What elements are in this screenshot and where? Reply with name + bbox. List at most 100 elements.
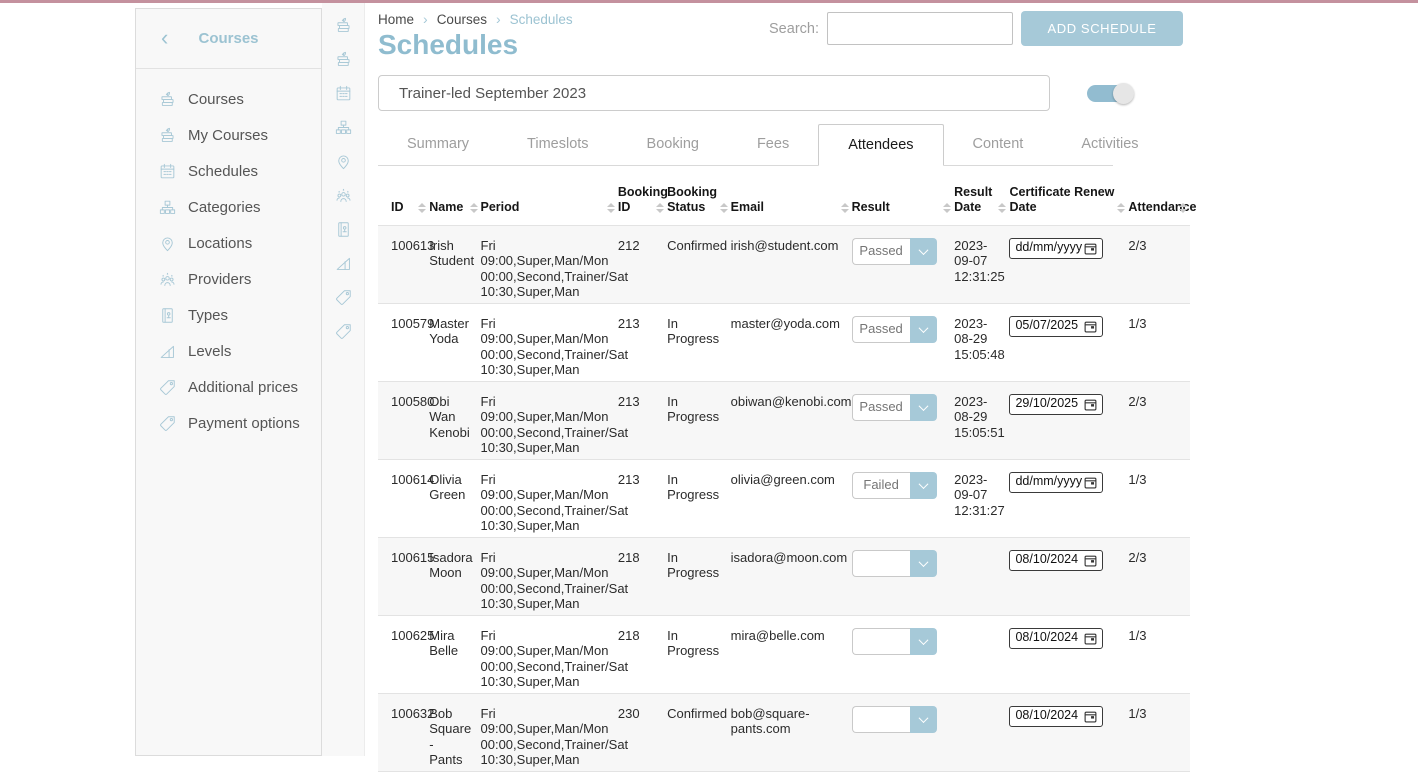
calendar-icon[interactable] bbox=[1084, 632, 1097, 645]
breadcrumb-courses[interactable]: Courses bbox=[436, 11, 487, 27]
certificate-renew-date-input[interactable]: 29/10/2025 bbox=[1009, 393, 1104, 415]
calendar-icon[interactable] bbox=[1084, 398, 1097, 411]
cell-id: 100632 bbox=[378, 693, 434, 772]
sort-icon[interactable] bbox=[1179, 202, 1187, 213]
result-value: Passed bbox=[851, 237, 910, 265]
sort-icon[interactable] bbox=[418, 202, 427, 213]
sidebar-item-categories[interactable]: Categories bbox=[136, 189, 321, 225]
chevron-down-icon[interactable] bbox=[909, 705, 937, 733]
sort-icon[interactable] bbox=[606, 202, 615, 213]
calendar-icon bbox=[158, 162, 177, 181]
sort-icon[interactable] bbox=[840, 202, 849, 213]
group-icon[interactable] bbox=[334, 186, 353, 205]
sidebar-item-levels[interactable]: Levels bbox=[136, 333, 321, 369]
column-header-id[interactable]: ID bbox=[378, 179, 430, 226]
certificate-renew-date-input[interactable]: 08/10/2024 bbox=[1009, 705, 1104, 727]
tab-summary[interactable]: Summary bbox=[407, 136, 470, 152]
chevron-down-icon[interactable] bbox=[909, 471, 937, 499]
sort-icon[interactable] bbox=[469, 202, 478, 213]
sitemap-icon[interactable] bbox=[334, 118, 353, 137]
certificate-renew-date-input[interactable]: dd/mm/yyyy bbox=[1009, 471, 1104, 493]
certificate-renew-date-input[interactable]: 08/10/2024 bbox=[1009, 549, 1104, 571]
column-header-period[interactable]: Period bbox=[480, 179, 618, 226]
tab-attendees[interactable]: Attendees bbox=[818, 124, 944, 166]
result-select[interactable] bbox=[851, 549, 937, 577]
calendar-icon[interactable] bbox=[1084, 710, 1097, 723]
tab-booking[interactable]: Booking bbox=[646, 136, 699, 152]
sidebar-item-label: Courses bbox=[188, 90, 244, 108]
sort-icon[interactable] bbox=[1117, 202, 1126, 213]
chevron-down-icon[interactable] bbox=[909, 393, 937, 421]
group-icon bbox=[158, 270, 177, 289]
cell-result: Passed bbox=[851, 225, 955, 304]
result-select[interactable]: Passed bbox=[851, 237, 937, 265]
calendar-icon[interactable] bbox=[334, 84, 353, 103]
chevron-down-icon[interactable] bbox=[909, 549, 937, 577]
calendar-icon[interactable] bbox=[1084, 554, 1097, 567]
certificate-renew-date-input[interactable]: dd/mm/yyyy bbox=[1009, 237, 1104, 259]
sidebar-item-types[interactable]: Types bbox=[136, 297, 321, 333]
column-header-booking-status[interactable]: Booking Status bbox=[667, 179, 731, 226]
certificate-renew-date-input[interactable]: 08/10/2024 bbox=[1009, 627, 1104, 649]
sidebar-item-my-courses[interactable]: My Courses bbox=[136, 117, 321, 153]
chevron-down-icon[interactable] bbox=[909, 237, 937, 265]
certificate-renew-date-input[interactable]: 05/07/2025 bbox=[1009, 315, 1104, 337]
calendar-icon[interactable] bbox=[1084, 242, 1097, 255]
sidebar-item-additional-prices[interactable]: Additional prices bbox=[136, 369, 321, 405]
sidebar-header[interactable]: ‹ Courses bbox=[136, 9, 321, 69]
sitemap-icon bbox=[158, 198, 177, 217]
column-header-name[interactable]: Name bbox=[429, 179, 481, 226]
sort-icon[interactable] bbox=[943, 202, 952, 213]
active-toggle[interactable] bbox=[1087, 82, 1134, 104]
tag-icon[interactable] bbox=[334, 288, 353, 307]
chevron-down-icon[interactable] bbox=[909, 315, 937, 343]
result-select[interactable]: Failed bbox=[851, 471, 937, 499]
cell-attendance: 2/3 bbox=[1128, 381, 1190, 460]
schedule-name-input[interactable] bbox=[378, 75, 1050, 111]
levels-icon bbox=[158, 342, 177, 361]
tab-timeslots[interactable]: Timeslots bbox=[527, 136, 589, 152]
page-title: Schedules bbox=[378, 29, 519, 60]
cell-result: Passed bbox=[851, 303, 955, 382]
tab-fees[interactable]: Fees bbox=[756, 136, 790, 152]
calendar-icon[interactable] bbox=[1084, 476, 1097, 489]
pin-icon[interactable] bbox=[334, 152, 353, 171]
search-input[interactable] bbox=[827, 12, 1013, 45]
column-header-result[interactable]: Result bbox=[851, 179, 955, 226]
tab-activities[interactable]: Activities bbox=[1081, 136, 1139, 152]
tab-content[interactable]: Content bbox=[972, 136, 1024, 152]
types-icon[interactable] bbox=[334, 220, 353, 239]
levels-icon[interactable] bbox=[334, 254, 353, 273]
result-select[interactable]: Passed bbox=[851, 393, 937, 421]
chevron-down-icon[interactable] bbox=[909, 627, 937, 655]
column-header-email[interactable]: Email bbox=[730, 179, 852, 226]
sidebar-item-providers[interactable]: Providers bbox=[136, 261, 321, 297]
cell-certificate-renew-date: 08/10/2024 bbox=[1009, 615, 1129, 694]
main-content: Home › Courses › Schedules Schedules Sea… bbox=[378, 3, 1418, 772]
column-header-attendance[interactable]: Attendance bbox=[1128, 179, 1196, 226]
column-header-result-date[interactable]: Result Date bbox=[954, 179, 1010, 226]
result-select[interactable] bbox=[851, 627, 937, 655]
column-header-certificate-renew-date[interactable]: Certificate Renew Date bbox=[1009, 179, 1129, 226]
courses-icon[interactable] bbox=[334, 16, 353, 35]
calendar-icon[interactable] bbox=[1084, 320, 1097, 333]
result-select[interactable] bbox=[851, 705, 937, 733]
sidebar-item-payment-options[interactable]: Payment options bbox=[136, 405, 321, 441]
sidebar-item-schedules[interactable]: Schedules bbox=[136, 153, 321, 189]
cell-email: obiwan@kenobi.com bbox=[730, 381, 852, 460]
sort-icon[interactable] bbox=[719, 202, 728, 213]
cell-email: olivia@green.com bbox=[730, 459, 852, 538]
sort-icon[interactable] bbox=[656, 202, 665, 213]
breadcrumb-home[interactable]: Home bbox=[378, 11, 415, 27]
sidebar-item-locations[interactable]: Locations bbox=[136, 225, 321, 261]
tag-icon[interactable] bbox=[334, 322, 353, 341]
result-select[interactable]: Passed bbox=[851, 315, 937, 343]
sort-icon[interactable] bbox=[998, 202, 1007, 213]
sidebar-item-courses[interactable]: Courses bbox=[136, 81, 321, 117]
table-row: 100625 Mira Belle Fri 09:00,Super,Man/Mo… bbox=[378, 615, 1190, 694]
column-header-booking-id[interactable]: Booking ID bbox=[617, 179, 668, 226]
courses-icon[interactable] bbox=[334, 50, 353, 69]
cell-booking-id: 212 bbox=[617, 225, 668, 304]
chevron-left-icon[interactable]: ‹ bbox=[161, 24, 169, 50]
add-schedule-button[interactable]: ADD SCHEDULE bbox=[1021, 11, 1183, 46]
